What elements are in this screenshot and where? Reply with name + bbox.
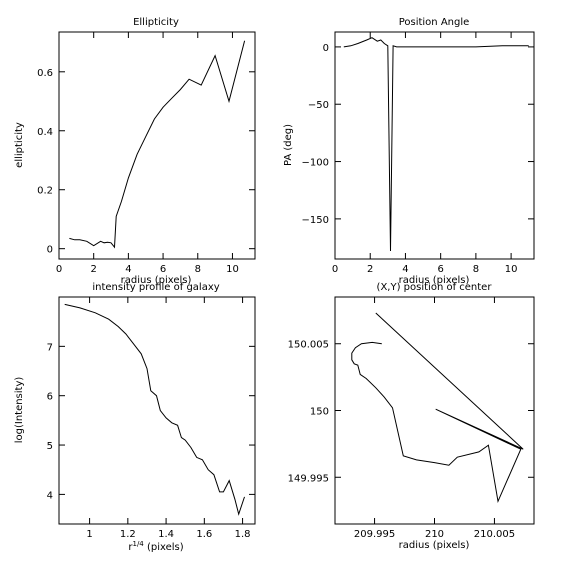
ellipticity-ticks: 0 2 4 6 8 10 0 0.2 0.4 0.6 [37,32,255,275]
intensity-profile-ticks: 1 1.2 1.4 1.6 1.8 4 5 6 7 [47,297,255,540]
center-position-ytick-label: 149.995 [288,473,329,484]
ellipticity-series-line [69,40,246,249]
panel-ellipticity: Ellipticity 0 2 4 6 8 10 0 0.2 0.4 0.6 radius (pi… [14,17,256,286]
panel-position-angle: Position Angle 0 2 4 6 8 10 0 −50 −100 −150 radiu… [283,17,535,286]
center-position-xtick-label: 210 [425,529,444,540]
intensity-profile-xtick-label: 1 [86,529,92,540]
center-position-ytick-label: 150.005 [288,340,329,351]
intensity-profile-xtick-label: 1.2 [120,529,136,540]
position-angle-plot-frame [334,31,535,260]
position-angle-xtick-label: 10 [505,264,518,275]
intensity-profile-series-line [64,303,245,516]
intensity-profile-xtick-label: 1.4 [158,529,174,540]
center-position-xtick-label: 209.995 [354,529,395,540]
ellipticity-ytick-label: 0 [47,245,53,256]
intensity-profile-title: intensity profile of galaxy [92,282,219,293]
ellipticity-xlabel: radius (pixels) [121,275,192,286]
intensity-profile-xtick-label: 1.6 [196,529,212,540]
position-angle-ytick-label: −150 [302,215,329,226]
intensity-profile-xlabel: r1/4 (pixels) [128,540,183,553]
center-position-plot-frame [334,296,535,525]
center-position-title: (X,Y) position of center [377,282,493,293]
ellipticity-title: Ellipticity [133,17,179,28]
ellipticity-ytick-label: 0.6 [37,68,53,79]
intensity-profile-ytick-label: 5 [47,441,53,452]
intensity-profile-ytick-label: 7 [47,342,53,353]
center-position-ticks: 209.995 210 210.005 149.995 150 150.005 [288,297,534,540]
panel-intensity-profile: intensity profile of galaxy 1 1.2 1.4 1.6 1.… [14,282,256,553]
intensity-profile-ylabel: log(Intensity) [14,377,25,444]
ellipticity-ylabel: ellipticity [14,122,25,168]
ellipticity-xtick-label: 6 [160,264,166,275]
ellipticity-xtick-label: 8 [195,264,201,275]
position-angle-xtick-label: 6 [437,264,443,275]
intensity-profile-ytick-label: 4 [47,490,53,501]
position-angle-ytick-label: −50 [308,100,329,111]
center-position-xlabel: radius (pixels) [399,540,470,551]
ellipticity-xtick-label: 10 [226,264,239,275]
ellipticity-xtick-label: 4 [125,264,131,275]
position-angle-xtick-label: 0 [332,264,338,275]
ellipticity-xtick-label: 2 [91,264,97,275]
position-angle-xtick-label: 4 [402,264,408,275]
ellipticity-ytick-label: 0.2 [37,186,53,197]
position-angle-ticks: 0 2 4 6 8 10 0 −50 −100 −150 [302,32,534,275]
ellipticity-ytick-label: 0.4 [37,127,53,138]
position-angle-xtick-label: 2 [367,264,373,275]
ellipticity-plot-frame [58,31,256,260]
intensity-profile-xtick-label: 1.8 [235,529,251,540]
position-angle-xtick-label: 8 [473,264,479,275]
center-position-ytick-label: 150 [310,407,329,418]
position-angle-title: Position Angle [399,17,470,28]
panel-center-position: (X,Y) position of center 209.995 210 210.0… [288,282,535,551]
position-angle-xlabel: radius (pixels) [399,275,470,286]
intensity-profile-plot-frame [58,296,256,525]
position-angle-ylabel: PA (deg) [283,124,294,166]
center-position-series-line [351,312,524,504]
position-angle-ytick-label: −100 [302,158,329,169]
ellipticity-xtick-label: 0 [56,264,62,275]
position-angle-ytick-label: 0 [323,43,329,54]
center-position-xtick-label: 210.005 [474,529,515,540]
intensity-profile-ytick-label: 6 [47,392,53,403]
position-angle-series-line [343,37,529,252]
